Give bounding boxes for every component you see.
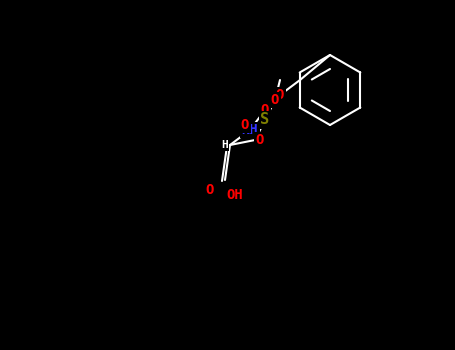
Text: O: O: [271, 93, 279, 107]
Text: O: O: [276, 88, 284, 102]
Text: NH: NH: [242, 123, 258, 137]
Text: O: O: [261, 103, 269, 117]
Text: O: O: [256, 133, 264, 147]
Text: O: O: [206, 183, 214, 197]
Text: H: H: [222, 140, 228, 150]
Text: OH: OH: [227, 188, 243, 202]
Text: S: S: [260, 112, 269, 127]
Text: O: O: [241, 118, 249, 132]
